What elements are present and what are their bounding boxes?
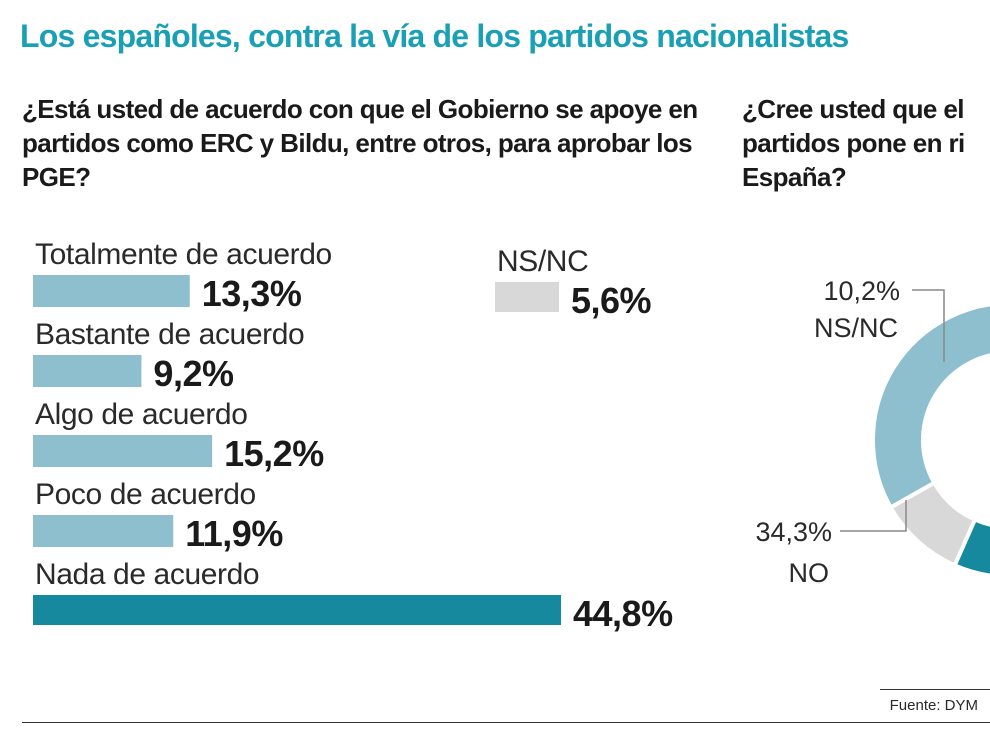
- bar: [33, 595, 561, 625]
- bar: [33, 515, 174, 547]
- leader-line: [912, 289, 945, 362]
- donut-category-label: NO: [789, 558, 830, 588]
- bar-category-label: NS/NC: [497, 245, 588, 278]
- right-question: ¿Cree usted que el partidos pone en ri E…: [742, 92, 990, 194]
- donut-value-label: 34,3%: [755, 517, 832, 547]
- bottom-divider: [22, 722, 990, 723]
- left-question: ¿Está usted de acuerdo con que el Gobier…: [22, 94, 698, 192]
- leader-line: [840, 500, 907, 532]
- bar-value-label: 9,2%: [153, 353, 234, 394]
- bar-category-label: Poco de acuerdo: [35, 478, 256, 511]
- right-question-line: partidos pone en ri: [742, 128, 965, 158]
- source-divider: [880, 689, 990, 690]
- bar-category-label: Totalmente de acuerdo: [35, 238, 332, 271]
- bar-value-label: 44,8%: [573, 593, 673, 634]
- bar-value-label: 5,6%: [571, 280, 652, 321]
- bar-value-label: 11,9%: [185, 513, 283, 554]
- bar-category-label: Nada de acuerdo: [35, 558, 259, 591]
- bar-value-label: 13,3%: [202, 273, 302, 314]
- donut-value-label: 10,2%: [823, 276, 900, 306]
- donut-slice: [952, 516, 990, 578]
- bar: [33, 435, 213, 467]
- right-question-line: España?: [742, 162, 847, 192]
- bar-category-label: Bastante de acuerdo: [35, 318, 304, 351]
- bar: [33, 355, 142, 387]
- chart-title: Los españoles, contra la vía de los part…: [20, 18, 849, 54]
- right-question-line: ¿Cree usted que el: [742, 94, 964, 124]
- donut-slice: [871, 302, 990, 511]
- donut-category-label: NS/NC: [814, 313, 898, 343]
- bar-value-label: 15,2%: [224, 433, 324, 474]
- source-note: Fuente: DYM: [889, 697, 978, 714]
- bar: [33, 275, 190, 307]
- bar-category-label: Algo de acuerdo: [35, 398, 248, 431]
- bar: [495, 282, 560, 312]
